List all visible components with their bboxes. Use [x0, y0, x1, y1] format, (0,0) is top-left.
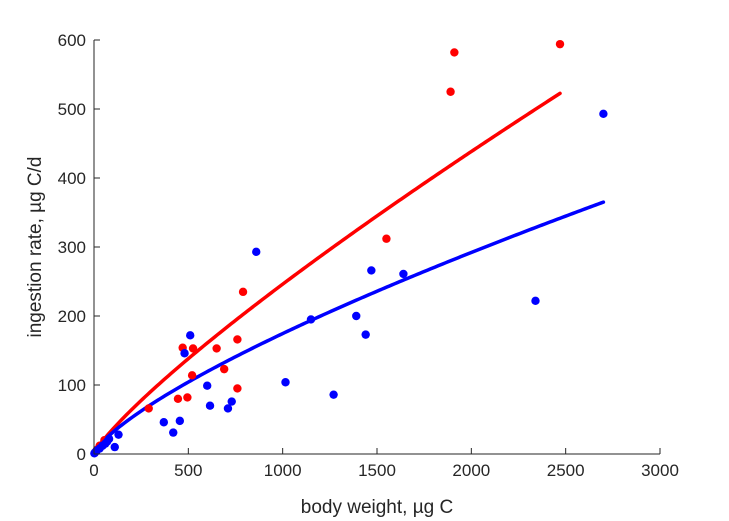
tick-labels: 0 500 1000 1500 2000 2500 3000 0 100 200 300 400 500…	[58, 31, 679, 480]
data-point-1	[180, 349, 189, 358]
data-point-1	[361, 330, 370, 339]
y-tick-label: 300	[58, 238, 86, 257]
data-point-1	[110, 442, 119, 452]
x-tick-label: 2500	[547, 461, 585, 480]
data-point-1	[531, 296, 540, 306]
data-point-1	[329, 390, 338, 399]
data-point-0	[450, 48, 459, 57]
y-axis-label: ingestion rate, µg C/d	[25, 157, 46, 338]
y-tick-label: 0	[77, 445, 86, 464]
data-point-0	[238, 287, 248, 297]
data-point-0	[187, 371, 197, 380]
data-point-0	[233, 384, 242, 393]
data-point-1	[205, 401, 215, 410]
data-point-0	[188, 344, 198, 353]
axes	[93, 39, 661, 455]
data-point-1	[186, 331, 195, 340]
x-tick-label: 1500	[358, 461, 396, 480]
data-point-1	[203, 381, 212, 390]
data-point-1	[159, 418, 169, 427]
data-point-0	[219, 364, 229, 374]
data-point-0	[183, 393, 192, 402]
data-point-0	[446, 87, 455, 96]
data-point-1	[367, 266, 376, 275]
data-point-1	[599, 109, 608, 119]
x-tick-label: 3000	[641, 461, 679, 480]
data-point-0	[555, 39, 565, 49]
y-tick-label: 600	[58, 31, 86, 50]
data-point-0	[212, 344, 221, 353]
data-point-1	[399, 269, 408, 279]
data-point-1	[104, 434, 114, 444]
y-tick-label: 400	[58, 169, 86, 188]
data-point-1	[306, 315, 316, 324]
x-tick-label: 0	[89, 461, 98, 480]
data-point-1	[281, 378, 290, 387]
fit-curve-0	[92, 91, 562, 456]
y-tick-label: 500	[58, 100, 86, 119]
data-point-1	[169, 428, 178, 437]
data-point-0	[173, 394, 183, 403]
data-point-0	[233, 335, 242, 344]
data-point-1	[114, 430, 123, 439]
x-tick-label: 2000	[452, 461, 490, 480]
y-tick-label: 100	[58, 376, 86, 395]
data-point-1	[252, 247, 261, 257]
data-point-1	[175, 416, 185, 426]
data-point-1	[223, 404, 233, 413]
data-point-1	[352, 311, 361, 321]
data-point-0	[382, 234, 391, 243]
x-tick-label: 500	[174, 461, 202, 480]
fit-curve-1	[92, 200, 606, 456]
fit-curves	[92, 91, 606, 456]
x-axis-label: body weight, µg C	[301, 497, 453, 518]
y-tick-label: 200	[58, 307, 86, 326]
x-tick-label: 1000	[264, 461, 302, 480]
data-points	[90, 39, 608, 458]
data-point-1	[227, 397, 236, 406]
data-point-0	[144, 404, 153, 413]
